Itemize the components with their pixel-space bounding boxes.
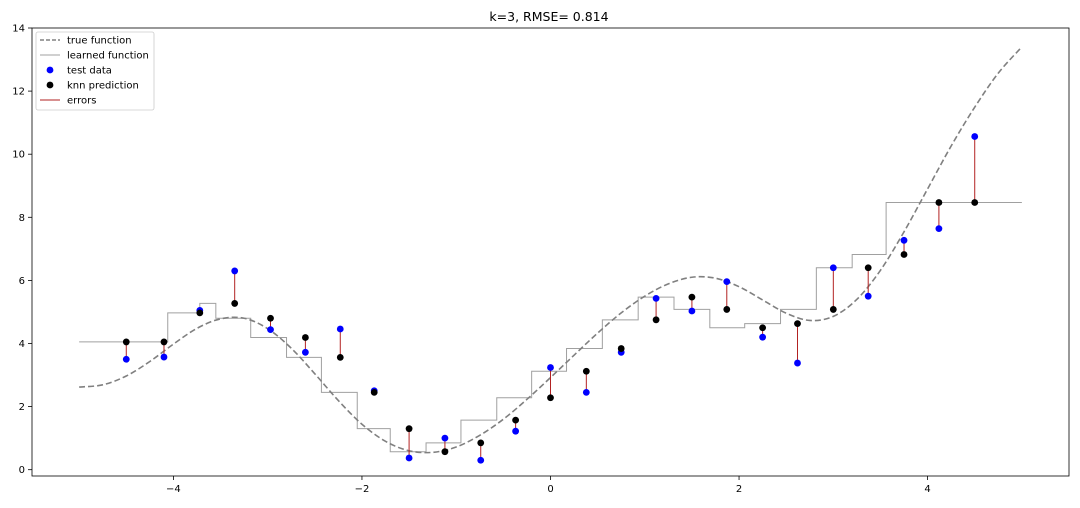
test-data-point: [652, 294, 660, 302]
legend-marker-knn-prediction: [46, 81, 54, 89]
test-data-point: [864, 292, 872, 300]
test-data-point: [477, 456, 485, 464]
chart-title: k=3, RMSE= 0.814: [489, 9, 608, 24]
knn-prediction-point: [971, 199, 979, 206]
knn-prediction-point: [441, 448, 449, 456]
x-tick-label: 2: [736, 484, 742, 495]
legend-label-errors: errors: [67, 96, 96, 107]
y-tick-label: 2: [19, 402, 25, 413]
test-data-point: [759, 333, 767, 341]
knn-prediction-point: [935, 199, 943, 206]
knn-prediction-point: [267, 314, 274, 322]
y-tick-label: 8: [19, 213, 25, 224]
knn-prediction-point: [617, 345, 625, 352]
knn-prediction-point: [512, 416, 520, 424]
knn-prediction-point: [688, 293, 696, 301]
knn-prediction-point: [196, 309, 204, 317]
y-tick-label: 6: [19, 276, 25, 287]
test-data-point: [900, 236, 908, 244]
test-data-point: [267, 326, 274, 334]
knn-prediction-point: [122, 338, 130, 346]
knn-prediction-point: [723, 306, 731, 313]
knn-prediction-point: [794, 320, 801, 328]
test-data-point: [582, 388, 590, 396]
y-tick-label: 0: [19, 465, 25, 476]
legend-label-learned-function: learned function: [67, 51, 149, 62]
axis-ticks: −4 −2 0 2 4 0 2 4 6 8 10 12 14: [12, 24, 931, 496]
learned-function-line: [79, 201, 1022, 453]
knn-prediction-point: [370, 388, 378, 396]
y-tick-label: 12: [12, 87, 25, 98]
test-data-point: [829, 264, 837, 272]
y-tick-label: 4: [19, 339, 25, 350]
knn-prediction-point: [547, 394, 554, 402]
test-data-point: [971, 133, 979, 140]
legend-box: [35, 31, 155, 111]
axes-frame: [31, 27, 1070, 477]
y-tick-label: 10: [12, 150, 25, 161]
test-data-point: [723, 278, 731, 286]
knn-prediction-point: [405, 425, 413, 433]
knn-prediction-point: [829, 306, 837, 313]
legend-marker-test-data: [46, 66, 54, 74]
y-tick-label: 14: [12, 24, 25, 35]
test-data-point: [441, 434, 449, 442]
test-data-point: [231, 267, 239, 275]
test-data-point: [794, 359, 801, 367]
knn-prediction-point: [301, 334, 309, 341]
knn-prediction-point: [864, 264, 872, 272]
test-data-point: [688, 307, 696, 315]
test-data-point: [405, 454, 413, 462]
legend-label-true-function: true function: [67, 36, 132, 47]
knn-prediction-point: [477, 439, 485, 447]
true-function-line: [79, 46, 1023, 454]
test-data-point: [512, 427, 520, 435]
knn-prediction-point: [582, 367, 590, 375]
x-tick-label: 4: [924, 484, 930, 495]
legend-label-test-data: test data: [67, 66, 112, 77]
test-data-point: [547, 364, 554, 371]
knn-prediction-point: [231, 300, 239, 307]
legend: true function learned function test data kn…: [35, 31, 155, 111]
test-data-point: [336, 325, 344, 333]
knn-prediction-point: [336, 353, 344, 361]
test-data-point: [301, 348, 309, 356]
knn-prediction-point: [160, 338, 168, 346]
plot-area: [79, 46, 1023, 464]
test-data-point: [122, 355, 130, 363]
legend-label-knn-prediction: knn prediction: [67, 81, 139, 92]
test-data-point: [935, 225, 943, 233]
knn-prediction-point: [900, 251, 908, 258]
x-tick-label: −4: [166, 484, 181, 495]
test-data-point: [160, 353, 168, 361]
knn-prediction-point: [652, 316, 660, 324]
x-tick-label: 0: [547, 484, 553, 495]
x-tick-label: −2: [355, 484, 370, 495]
knn-prediction-point: [759, 324, 767, 332]
